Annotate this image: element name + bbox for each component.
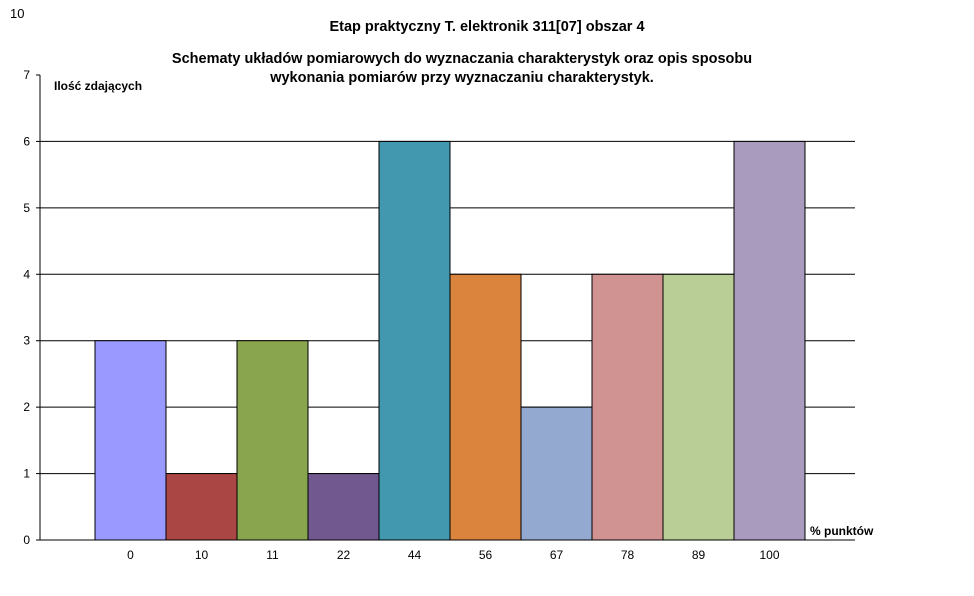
bar-100 <box>733 140 806 541</box>
bar-0 <box>94 340 167 541</box>
chart-title: Etap praktyczny T. elektronik 311[07] ob… <box>329 19 645 35</box>
y-ticks: 0 1 2 3 4 5 6 7 <box>23 68 40 547</box>
x-tick-label-67: 67 <box>550 548 564 562</box>
bar-10 <box>165 473 238 541</box>
axes <box>39 75 855 541</box>
chart-subtitle-line-1: Schematy układów pomiarowych do wyznacza… <box>171 51 753 67</box>
x-ticks: 0 10 11 22 44 56 67 78 89 100 <box>127 548 780 562</box>
x-tick-label-78: 78 <box>621 548 635 562</box>
x-tick-label-89: 89 <box>692 548 706 562</box>
y-tick-label-4: 4 <box>23 267 30 281</box>
x-tick-label-56: 56 <box>479 548 493 562</box>
y-tick-label-1: 1 <box>23 467 30 481</box>
x-axis-title: % punktów <box>810 524 874 538</box>
bars <box>94 140 806 541</box>
x-tick-label-11: 11 <box>266 548 279 562</box>
corner-page-number: 10 <box>10 6 25 21</box>
y-tick-label-2: 2 <box>23 400 30 414</box>
bar-89 <box>662 273 735 541</box>
x-tick-label-10: 10 <box>195 548 209 562</box>
x-tick-label-44: 44 <box>408 548 422 562</box>
x-tick-label-0: 0 <box>127 548 134 562</box>
y-tick-label-5: 5 <box>23 201 30 215</box>
x-tick-label-100: 100 <box>759 548 779 562</box>
y-tick-label-3: 3 <box>23 334 30 348</box>
y-axis-title: Ilość zdających <box>54 79 142 93</box>
bar-78 <box>591 273 664 541</box>
chart-subtitle-line-2: wykonania pomiarów przy wyznaczaniu char… <box>270 70 654 86</box>
y-tick-label-7: 7 <box>23 68 30 82</box>
bar-67 <box>520 406 593 541</box>
x-tick-label-22: 22 <box>337 548 351 562</box>
y-tick-label-0: 0 <box>23 533 30 547</box>
y-tick-label-6: 6 <box>23 134 30 148</box>
bar-22 <box>307 473 380 541</box>
bar-11 <box>236 340 309 541</box>
bar-56 <box>449 273 522 541</box>
bar-44 <box>378 140 451 541</box>
